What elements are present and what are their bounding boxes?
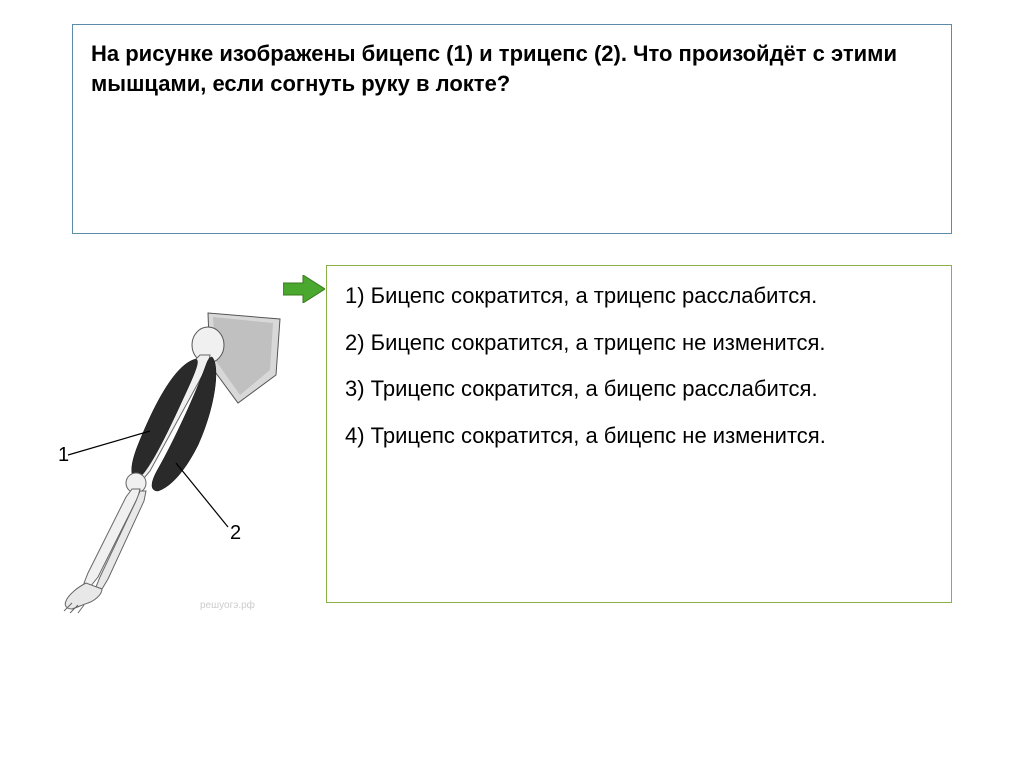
diagram-label-2: 2	[230, 522, 241, 544]
answer-option-3[interactable]: 3) Трицепс сократится, а бицепс расслаби…	[345, 375, 933, 404]
question-text: На рисунке изображены бицепс (1) и трице…	[91, 39, 933, 98]
watermark-text: решуогэ.рф	[200, 600, 255, 611]
diagram-label-1: 1	[58, 444, 69, 466]
answer-option-4[interactable]: 4) Трицепс сократится, а бицепс не измен…	[345, 422, 933, 451]
answer-option-2[interactable]: 2) Бицепс сократится, а трицепс не измен…	[345, 329, 933, 358]
correct-answer-arrow-icon	[283, 275, 325, 308]
answer-option-1[interactable]: 1) Бицепс сократится, а трицепс расслаби…	[345, 282, 933, 311]
answers-box: 1) Бицепс сократится, а трицепс расслаби…	[326, 265, 952, 603]
arm-anatomy-diagram: 1 2	[58, 305, 288, 620]
question-box: На рисунке изображены бицепс (1) и трице…	[72, 24, 952, 234]
